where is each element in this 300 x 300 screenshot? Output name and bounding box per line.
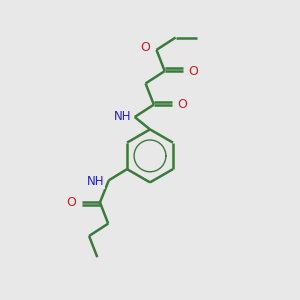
Text: NH: NH xyxy=(87,175,104,188)
Text: NH: NH xyxy=(114,110,131,123)
Text: O: O xyxy=(140,41,150,54)
Text: O: O xyxy=(177,98,187,111)
Text: O: O xyxy=(188,64,198,78)
Text: O: O xyxy=(67,196,76,209)
